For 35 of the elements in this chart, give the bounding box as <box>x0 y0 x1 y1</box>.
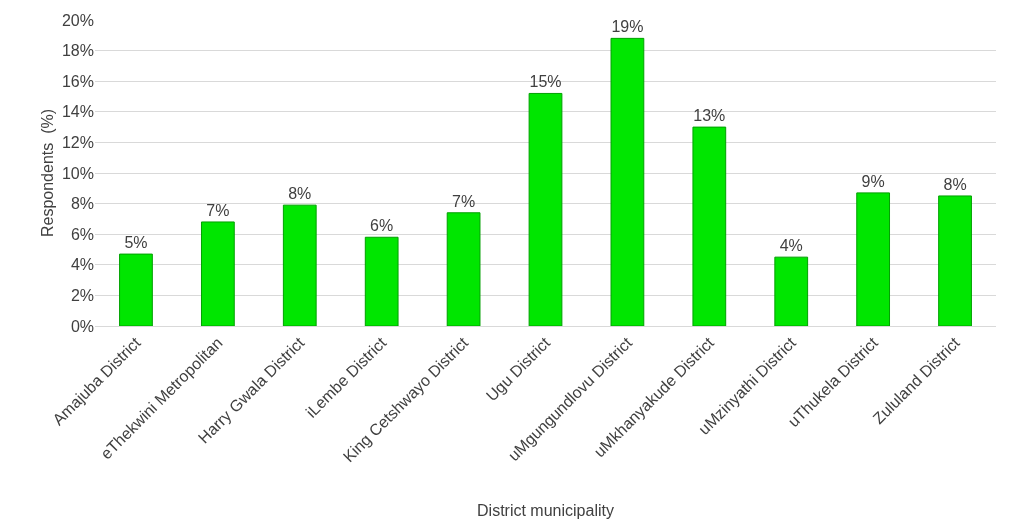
bar <box>119 253 153 326</box>
data-label: 5% <box>124 234 148 252</box>
bar <box>774 256 809 326</box>
y-tick-label: 6% <box>70 225 94 243</box>
y-tick-label: 0% <box>70 317 94 335</box>
data-label: 19% <box>611 18 644 36</box>
y-tick-label: 18% <box>61 42 94 60</box>
y-tick-label: 10% <box>61 164 94 182</box>
y-tick-label: 20% <box>61 11 94 29</box>
y-tick-label: 4% <box>70 256 94 274</box>
data-label: 13% <box>693 107 726 125</box>
data-label: 8% <box>943 175 967 193</box>
bar <box>528 92 563 326</box>
data-label: 8% <box>288 185 312 203</box>
bar <box>364 236 399 326</box>
y-tick-label: 12% <box>61 134 94 151</box>
bar <box>200 221 235 326</box>
y-tick-label: 2% <box>70 287 94 304</box>
bar <box>446 212 481 326</box>
data-label: 4% <box>779 237 803 255</box>
bar <box>282 204 317 326</box>
y-tick-label: 14% <box>61 103 94 121</box>
bar <box>692 126 727 326</box>
data-label: 6% <box>370 217 394 235</box>
y-tick-label: 16% <box>61 72 94 90</box>
bar <box>938 195 972 326</box>
x-axis-title: District municipality <box>477 502 614 520</box>
data-label: 7% <box>206 201 230 219</box>
bar <box>856 192 891 326</box>
bar <box>610 37 645 326</box>
data-label: 7% <box>452 192 476 210</box>
data-label: 9% <box>861 172 885 190</box>
data-label: 15% <box>529 73 562 91</box>
y-axis-title: Respondents (%) <box>39 108 56 238</box>
y-tick-label: 8% <box>70 195 94 213</box>
